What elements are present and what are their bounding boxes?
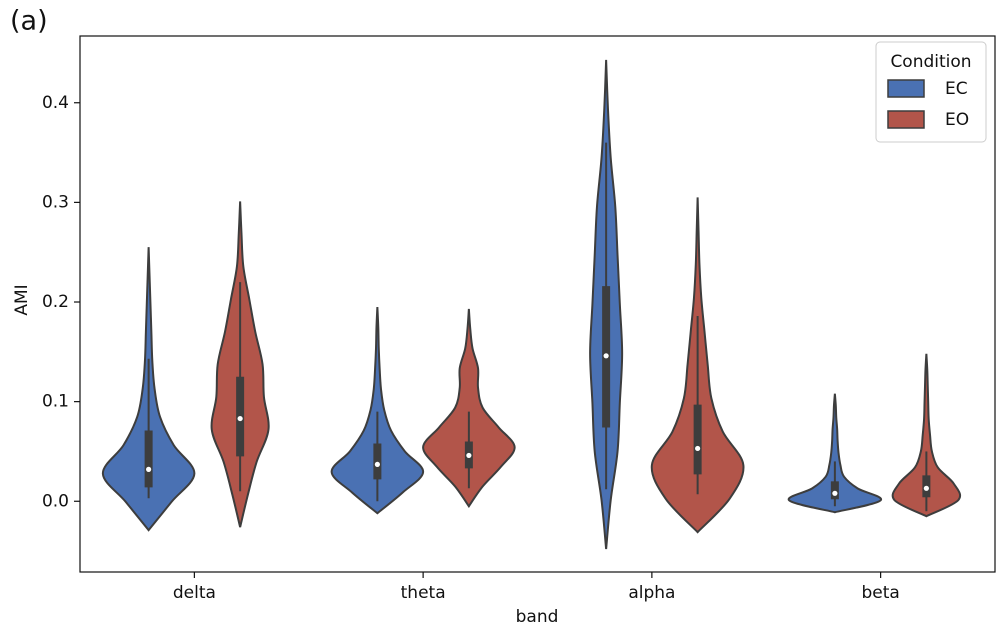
violin — [422, 308, 516, 508]
y-tick-label: 0.1 — [42, 392, 69, 412]
median — [237, 415, 243, 422]
panel-label: (a) — [10, 6, 48, 37]
y-tick-label: 0.0 — [42, 491, 69, 511]
violin — [891, 353, 962, 518]
legend-swatch — [887, 79, 925, 98]
legend-label: EC — [945, 79, 968, 99]
legend-title: Condition — [890, 52, 971, 72]
violin — [330, 306, 425, 515]
median — [695, 445, 701, 452]
median — [466, 452, 472, 459]
median — [832, 490, 838, 496]
y-tick-label: 0.3 — [42, 192, 69, 212]
median — [603, 353, 609, 359]
x-axis-label: band — [516, 607, 559, 627]
y-tick-label: 0.4 — [42, 93, 69, 113]
y-tick-label: 0.2 — [42, 292, 69, 312]
plot-frame — [79, 35, 996, 573]
x-tick-label: delta — [173, 583, 216, 603]
violin — [787, 393, 882, 514]
x-tick-label: alpha — [628, 583, 675, 603]
legend-swatch — [887, 110, 925, 129]
y-axis-label: AMI — [12, 284, 32, 315]
x-tick-label: theta — [401, 583, 446, 603]
median — [923, 485, 929, 491]
median — [146, 466, 152, 472]
legend-label: EO — [945, 110, 969, 130]
x-tick-label: beta — [861, 583, 899, 603]
median — [374, 461, 380, 468]
